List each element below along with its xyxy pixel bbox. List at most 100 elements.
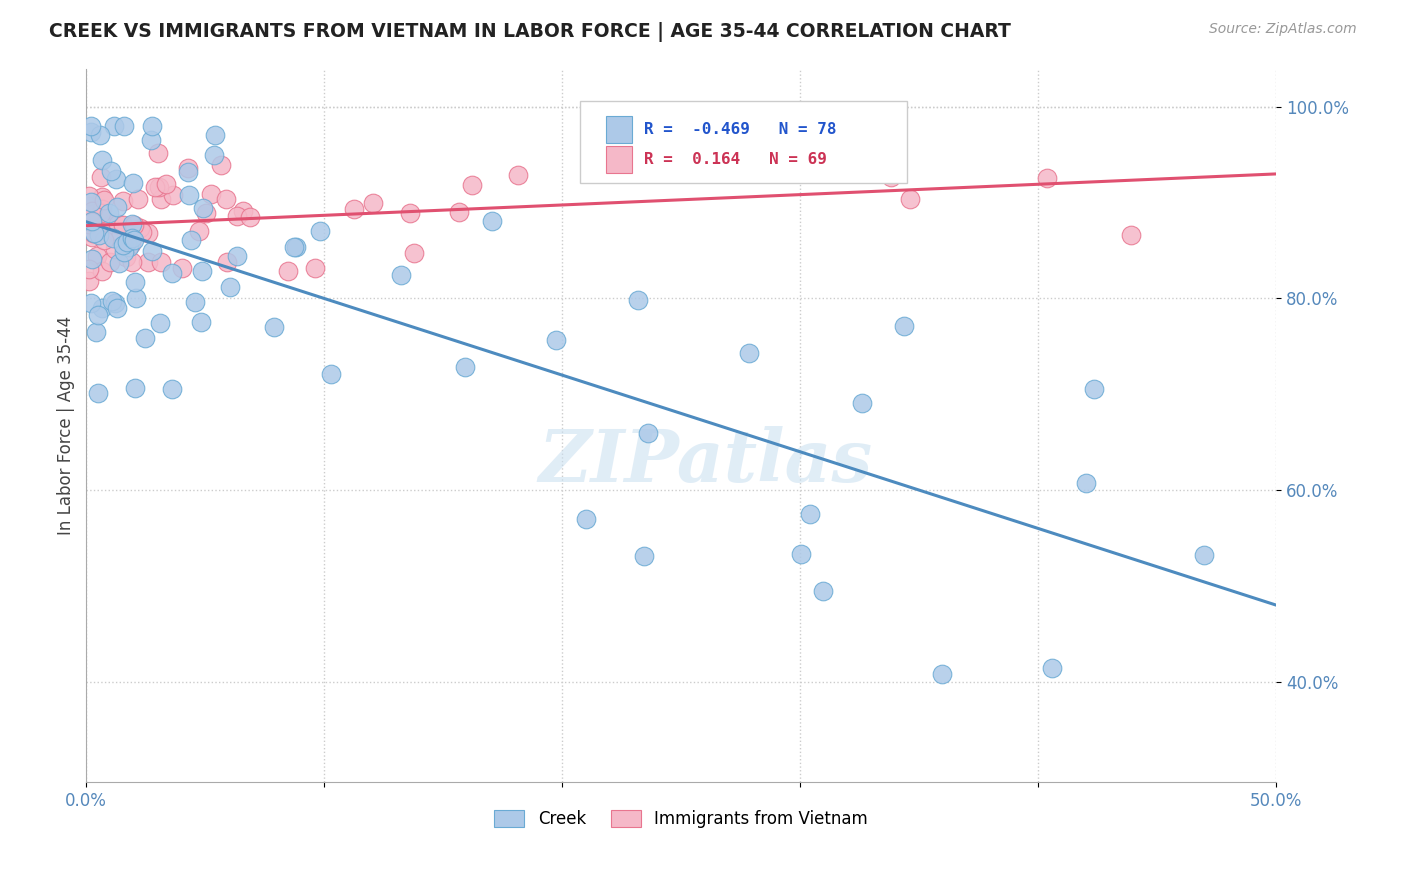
Point [447,204,470,219]
Point [738,346,761,360]
Text: R =  0.164   N = 69: R = 0.164 N = 69 [644,152,827,167]
Point [107,200,129,214]
Point [121,231,143,245]
Point [232,203,254,218]
Point [1040,660,1063,674]
Point [180,233,202,247]
Point [80,229,103,244]
Point [125,291,148,305]
Point [87,227,110,242]
Point [149,316,172,330]
Point [170,260,193,275]
Point [150,192,173,206]
Point [100,294,122,309]
Text: CREEK VS IMMIGRANTS FROM VIETNAM IN LABOR FORCE | AGE 35-44 CORRELATION CHART: CREEK VS IMMIGRANTS FROM VIETNAM IN LABO… [49,22,1011,42]
Point [184,295,207,310]
Point [141,244,163,258]
Point [194,206,217,220]
Point [97,217,120,231]
Bar [606,145,633,173]
Point [118,240,141,254]
Bar [606,116,633,143]
Point [134,331,156,345]
Point [404,246,426,260]
Y-axis label: In Labor Force | Age 35-44: In Labor Force | Age 35-44 [58,316,75,535]
Point [80,252,103,267]
Point [190,315,212,329]
Point [112,218,135,232]
Point [103,119,125,133]
Point [321,367,343,381]
Point [87,215,110,229]
Point [104,242,127,256]
Point [80,125,103,139]
Point [633,549,655,563]
Point [141,133,163,147]
Point [461,178,484,192]
Point [80,214,103,228]
Point [389,268,412,282]
Point [284,240,307,254]
Point [893,318,915,333]
Point [343,202,366,216]
Point [84,325,107,339]
Point [129,221,152,235]
Point [202,148,225,162]
Point [191,264,214,278]
Point [146,145,169,160]
Point [575,512,598,526]
Point [127,192,149,206]
Point [200,187,222,202]
Point [104,226,127,240]
Point [179,187,201,202]
Point [204,128,226,143]
Point [80,215,103,229]
Point [277,264,299,278]
Point [87,309,110,323]
Point [226,249,249,263]
Point [239,211,262,225]
Point [188,224,211,238]
Point [111,194,134,208]
Point [209,158,232,172]
Point [131,225,153,239]
Point [160,266,183,280]
Point [111,237,134,252]
Point [107,217,129,231]
Point [108,255,131,269]
Point [219,280,242,294]
Point [115,251,138,265]
Point [399,205,422,219]
Point [77,262,100,277]
Point [141,119,163,133]
Point [121,217,143,231]
Point [89,128,111,143]
Point [105,301,128,315]
Point [77,188,100,202]
Point [97,216,120,230]
Point [90,190,112,204]
Point [122,233,145,247]
Text: ZIPatlas: ZIPatlas [538,425,872,497]
Point [627,293,650,307]
Point [1074,476,1097,491]
Text: R =  -0.469   N = 78: R = -0.469 N = 78 [644,121,837,136]
Point [304,261,326,276]
Point [215,193,238,207]
Point [77,217,100,231]
Point [98,254,121,268]
Point [176,161,198,175]
Point [177,165,200,179]
Point [813,584,835,599]
Point [931,667,953,681]
Point [91,301,114,315]
Point [104,296,127,310]
Point [77,274,100,288]
Point [143,179,166,194]
Point [98,206,121,220]
Point [90,202,112,217]
Point [112,245,135,260]
Point [120,236,142,251]
Point [90,153,112,167]
Legend: Creek, Immigrants from Vietnam: Creek, Immigrants from Vietnam [488,803,875,835]
